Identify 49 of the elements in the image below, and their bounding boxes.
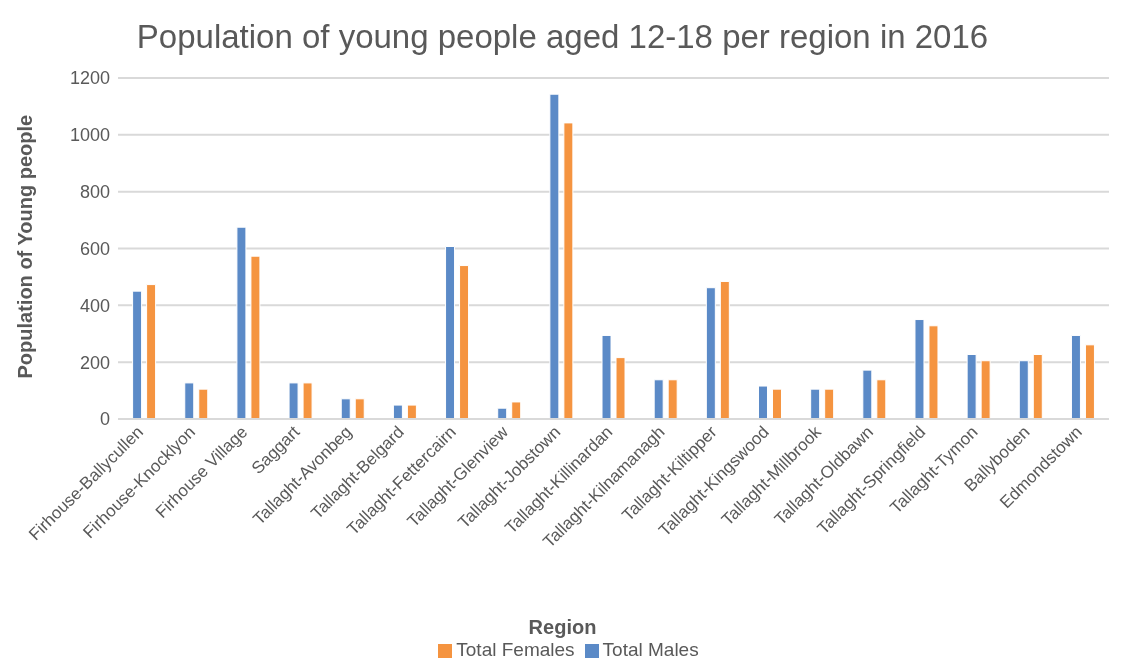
bar (966, 353, 977, 419)
bar (354, 398, 365, 419)
bar (1032, 353, 1043, 419)
x-axis-title: Region (527, 616, 598, 639)
bar (288, 382, 299, 419)
bar (615, 357, 626, 419)
bar (824, 388, 835, 419)
y-tick-label: 200 (79, 352, 110, 373)
bar (810, 388, 821, 419)
bar (876, 379, 887, 419)
bar (340, 398, 351, 419)
bar (236, 226, 247, 419)
bar (563, 122, 574, 419)
y-tick-label: 800 (79, 182, 110, 203)
bar (445, 246, 456, 419)
y-axis-title: Population of Young people (14, 114, 37, 379)
bar (862, 369, 873, 419)
chart-title: Population of young people aged 12-18 per region in 2016 (135, 18, 990, 56)
bar (302, 382, 313, 419)
bar (132, 290, 143, 419)
bar (601, 334, 612, 419)
bar (1018, 360, 1029, 419)
y-tick-label: 1200 (69, 68, 110, 89)
bar (928, 325, 939, 419)
bar (459, 265, 470, 419)
bar (406, 404, 417, 419)
bar (250, 255, 261, 419)
y-tick-label: 400 (79, 295, 110, 316)
bar (549, 93, 560, 419)
bar (914, 319, 925, 419)
bar (146, 284, 157, 419)
bar (392, 404, 403, 419)
bar (772, 388, 782, 419)
legend-label: Total Females (456, 639, 575, 660)
bar (667, 379, 678, 419)
y-tick-label: 0 (99, 409, 110, 430)
bar (719, 280, 730, 419)
bar (758, 385, 768, 419)
legend-label: Total Males (602, 639, 699, 660)
bar (1070, 334, 1081, 419)
bar (511, 401, 522, 419)
y-tick-label: 600 (79, 238, 110, 259)
bar (1084, 344, 1095, 419)
y-tick-label: 1000 (69, 125, 110, 146)
bar (705, 287, 716, 419)
bar (198, 388, 209, 419)
bar (980, 360, 991, 419)
bar (653, 379, 664, 419)
bar (184, 382, 195, 419)
